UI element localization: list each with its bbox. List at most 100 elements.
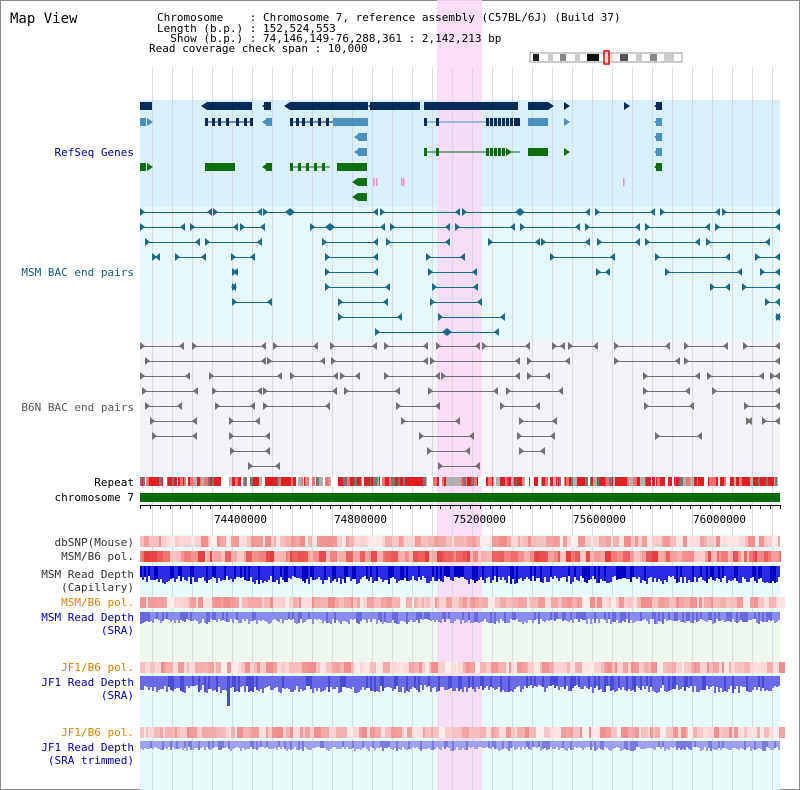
repeat-segment [750,477,753,486]
msm-capillary-depth-bar [518,566,520,579]
msm-capillary-depth-bar [462,566,464,577]
msm-sra-depth-bar [248,612,250,624]
jf1-trimmed-depth-bar [354,741,356,751]
msm-b6-pol-cell [670,551,677,562]
track-label-jf1-b6-pol-2[interactable]: JF1/B6 pol. [61,726,134,739]
track-label-dbsnp[interactable]: dbSNP(Mouse) [54,536,134,549]
bac-end-icon [519,417,524,425]
track-label-refseq[interactable]: RefSeq Genes [54,146,134,159]
msm-sra-depth-bar [594,612,596,623]
track-label-msm-b6-pol-2[interactable]: MSM/B6 pol. [61,596,134,609]
track-label-chromosome[interactable]: chromosome 7 [54,491,134,504]
msm-b6-pol-cell [470,551,473,562]
msm-sra-depth-bar [322,612,324,623]
msm-capillary-depth-bar [728,566,730,580]
jf1-sra-depth-bar [668,676,670,691]
track-label-msm-b6-pol-1[interactable]: MSM/B6 pol. [61,550,134,563]
msm-b6-pol-cell [292,551,298,562]
track-label-b6n-bac[interactable]: B6N BAC end pairs [21,401,134,414]
bac-end-icon [742,283,747,291]
jf1-sra-depth-bar [600,676,602,689]
msm-sra-depth-bar [460,612,462,624]
bac-end-icon [275,462,280,470]
repeat-segment [679,477,681,486]
msm-b6-pol-cell [210,551,212,562]
jf1-b6-pol-trimmed-cell [655,727,660,738]
bac-end-icon [142,387,147,395]
msm-sra-depth-bar [652,612,654,619]
jf1-trimmed-depth-bar [582,741,584,750]
msm-capillary-depth-bar [354,566,356,579]
msm-b6-pol-cell [181,551,184,562]
track-label-jf1-depth-sra[interactable]: JF1 Read Depth [41,676,134,689]
track-label-jf1-depth-trimmed[interactable]: JF1 Read Depth [41,741,134,754]
jf1-b6-pol-trimmed-cell [286,727,290,738]
dbsnp-density-cell [392,536,399,547]
msm-b6-pol-sra-cell [357,597,360,608]
dbsnp-density-cell [687,536,689,547]
jf1-b6-pol-trimmed-cell [353,727,359,738]
jf1-trimmed-depth-bar [600,741,602,749]
msm-sra-depth-bar [204,612,206,623]
repeat-segment [768,477,770,486]
msm-capillary-depth-bar [150,566,152,580]
jf1-b6-pol-cell [707,662,709,673]
repeat-segment [319,477,323,486]
jf1-sra-depth-bar [612,676,614,690]
track-label-msm-bac[interactable]: MSM BAC end pairs [21,266,134,279]
jf1-trimmed-depth-bar [442,741,444,747]
msm-capillary-depth-bar [196,566,198,582]
msm-capillary-depth-bar [636,566,638,579]
msm-capillary-depth-bar [720,566,722,582]
msm-b6-pol-cell [140,551,142,562]
track-label-msm-depth-sra[interactable]: MSM Read Depth [41,611,134,624]
bac-end-icon [775,357,780,365]
track-label-repeat[interactable]: Repeat [94,476,134,489]
msm-b6-pol-cell [313,551,319,562]
msm-capillary-depth-bar [440,566,442,581]
msm-capillary-depth-bar [234,566,236,579]
jf1-b6-pol-cell [431,662,438,673]
msm-sra-depth-bar [304,612,306,622]
jf1-b6-pol-cell [623,662,628,673]
jf1-trimmed-depth-bar [642,741,644,749]
gene-exon-block [306,163,309,171]
jf1-b6-pol-cell [178,662,184,673]
track-label-jf1-b6-pol-1[interactable]: JF1/B6 pol. [61,661,134,674]
repeat-segment [480,477,484,486]
dbsnp-density-cell [732,536,739,547]
msm-b6-pol-cell [774,551,779,562]
msm-capillary-depth-bar [618,566,620,579]
dbsnp-density-cell [772,536,775,547]
jf1-b6-pol-cell [713,662,715,673]
msm-sra-depth-bar [152,612,154,623]
jf1-trimmed-depth-bar [272,741,274,749]
msm-capillary-depth-bar [246,566,248,581]
msm-sra-depth-bar [444,612,446,622]
bac-end-icon [386,238,391,246]
jf1-sra-depth-bar [726,676,728,692]
msm-sra-depth-bar [602,612,604,619]
msm-sra-depth-bar [680,612,682,622]
jf1-trimmed-depth-bar [722,741,724,748]
jf1-trimmed-depth-bar [518,741,520,747]
repeat-segment [312,477,315,486]
track-label-msm-depth-capillary[interactable]: MSM Read Depth [41,568,134,581]
msm-capillary-depth-bar [742,566,744,577]
jf1-sra-depth-bar [224,676,226,690]
msm-sra-depth-bar [438,612,440,622]
dbsnp-density-cell [387,536,392,547]
msm-sra-depth-bar [430,612,432,621]
bac-end-icon [248,462,253,470]
msm-b6-pol-sra-cell [248,597,254,608]
msm-sra-depth-bar [482,612,484,621]
msm-capillary-depth-bar [392,566,394,577]
msm-capillary-depth-bar [732,566,734,580]
msm-capillary-depth-bar [688,566,690,580]
gene-exon-block [656,102,662,110]
msm-sra-depth-bar [344,612,346,621]
jf1-trimmed-depth-bar [548,741,550,749]
jf1-b6-pol-trimmed-cell [445,727,452,738]
msm-capillary-depth-bar [238,566,240,577]
repeat-segment [694,477,697,486]
